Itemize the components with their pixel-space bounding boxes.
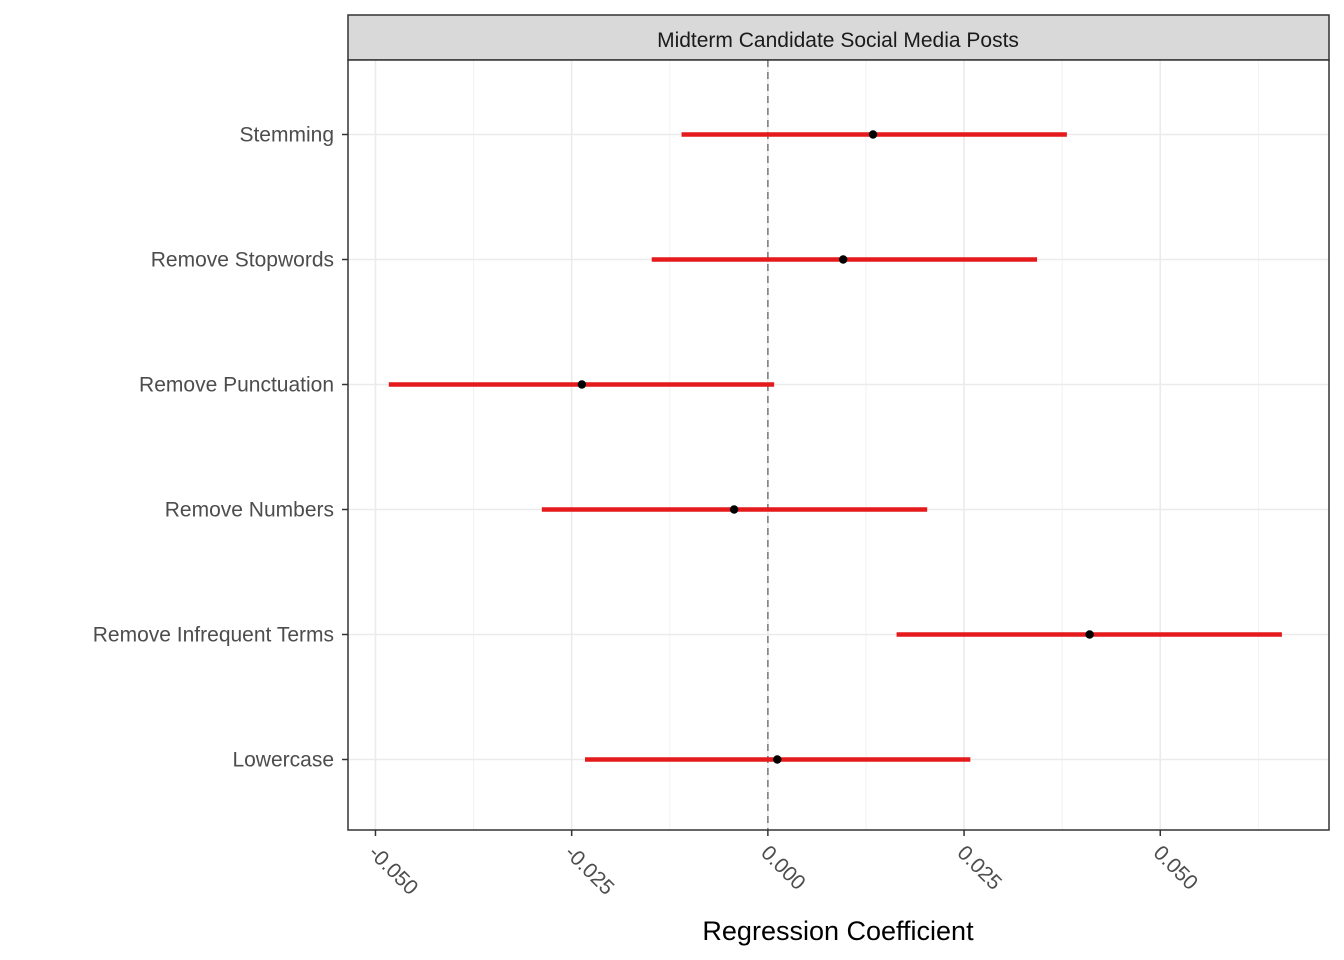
y-tick-label: Remove Punctuation	[139, 374, 334, 397]
plot-panel	[348, 60, 1329, 830]
y-tick-label: Lowercase	[232, 749, 334, 772]
facet-strip-background	[347, 14, 1330, 61]
facet-title: Midterm Candidate Social Media Posts	[657, 29, 1019, 52]
point-estimate	[577, 380, 587, 389]
point-estimates	[577, 130, 1094, 764]
y-tick-label: Remove Numbers	[165, 499, 334, 522]
y-axis: Stemming Remove Stopwords Remove Punctuati…	[93, 124, 348, 772]
point-estimate	[729, 505, 739, 514]
point-estimate	[773, 755, 782, 764]
y-tick-label: Remove Infrequent Terms	[93, 624, 334, 647]
point-estimate	[1085, 630, 1094, 639]
plot-panel-border	[347, 59, 1330, 831]
minor-gridlines	[473, 60, 1259, 830]
facet-strip: Midterm Candidate Social Media Posts	[347, 14, 1330, 61]
y-tick-label: Remove Stopwords	[151, 249, 334, 272]
x-axis-title: Regression Coefficient	[702, 916, 974, 946]
y-tick-label: Stemming	[239, 124, 334, 147]
point-estimate	[839, 255, 848, 264]
point-estimate	[868, 130, 878, 139]
